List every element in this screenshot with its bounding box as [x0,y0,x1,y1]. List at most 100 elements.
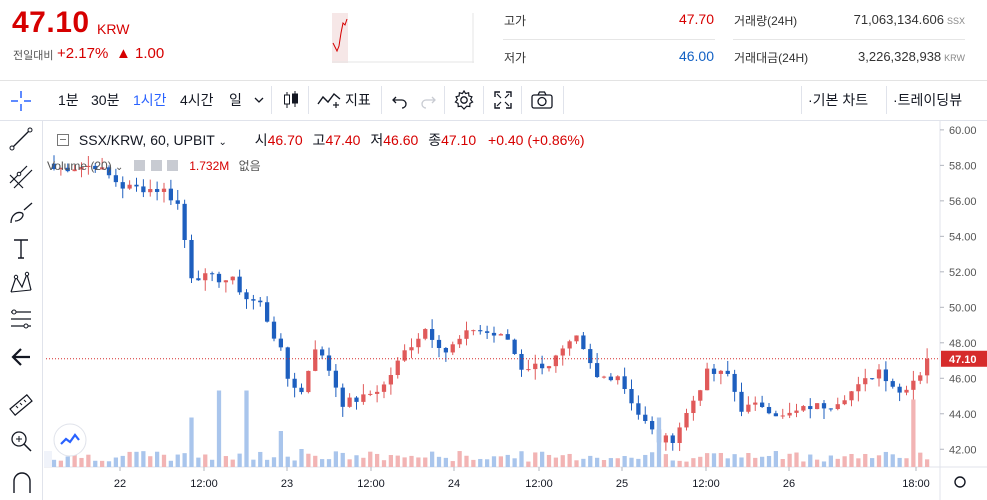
tradingview-logo[interactable] [53,423,87,457]
low-label: 저가 [504,51,527,65]
candle-body [436,339,442,348]
volume-bar [883,451,889,467]
undo-icon[interactable] [390,90,410,110]
high-value: 47.70 [678,11,714,27]
arrow-left-icon[interactable] [7,343,35,371]
ruler-icon[interactable] [7,391,35,419]
volume-bar [842,456,847,467]
zoom-icon[interactable] [7,427,35,455]
close-icon[interactable] [166,160,178,171]
pattern-icon[interactable] [7,269,35,297]
candle-body [223,280,229,283]
candle-body [670,435,675,443]
volume-bar [237,453,242,467]
interval-4h[interactable]: 4시간 [180,92,214,108]
candle-body [237,276,242,293]
candle-body [471,330,476,332]
candle-body [113,175,119,183]
candle-body [161,188,167,192]
volume-bar [691,458,696,467]
volume-bar [484,459,490,467]
candle-body [904,389,909,393]
price-chart[interactable]: 60.00 58.00 56.00 54.00 52.00 50.00 48.00 46.00… [44,121,987,500]
interval-30m[interactable]: 30분 [91,92,120,108]
candle-body [663,435,669,443]
volume-bar [794,452,799,467]
eye-icon[interactable] [134,160,146,171]
collapse-icon[interactable] [57,134,69,146]
candle-body [828,408,834,410]
volume-bar [553,457,559,467]
candle-body [368,393,373,395]
candle-body [533,363,538,370]
indicators-button[interactable]: 지표 [345,92,371,108]
candle-body [615,376,620,381]
chart-toolbar: 1분 30분 1시간 4시간 일 지표 ·기본 차트 [0,80,987,121]
tradingview-button[interactable]: ·트레이딩뷰 [893,92,963,108]
indicators-icon[interactable] [316,90,342,110]
trendline-icon[interactable] [7,125,35,153]
basic-chart-button[interactable]: ·기본 차트 [808,92,869,108]
settings-icon[interactable] [453,89,475,111]
candle-body [402,350,407,361]
candle-body [416,338,421,348]
axis-settings-icon[interactable] [954,476,966,488]
volume-bar [739,457,744,467]
volume-bar [154,451,160,467]
candle-body [374,391,380,394]
candle-body [306,370,311,393]
chevron-down-icon[interactable] [254,96,264,104]
volume-bar [223,456,229,467]
crosshair-icon[interactable] [9,89,33,113]
x-tick-label: 12:00 [525,478,553,490]
fullscreen-icon[interactable] [493,90,513,110]
volume-24h-value: 71,063,134.606 SSX [853,12,965,27]
y-tick-label: 52.00 [949,267,977,279]
redo-icon[interactable] [418,90,438,110]
candle-body [553,355,559,367]
candle-body [340,387,345,407]
volume-bar [546,454,552,467]
magnet-icon[interactable] [8,467,36,495]
volume-bar [429,451,435,467]
candle-body [395,360,400,376]
volume-bar [615,458,620,467]
candle-type-icon[interactable] [280,89,302,111]
x-tick-label: 12:00 [692,478,720,490]
low-value: 46.00 [678,48,714,64]
volume-bar [347,459,352,467]
x-tick-label: 26 [783,478,795,490]
volume-bar [374,453,380,467]
candle-body [581,335,586,350]
volume-bar [533,452,538,467]
volume-bar [340,452,345,467]
interval-1h[interactable]: 1시간 [133,92,167,108]
last-price-label: 47.10 [949,354,977,366]
fib-tool-icon[interactable] [7,163,35,191]
candle-body [698,390,703,401]
volume-bar [423,457,428,467]
candle-body [746,404,751,412]
gear-icon[interactable] [150,160,162,171]
text-tool-icon[interactable] [7,234,35,262]
symbol-label[interactable]: SSX/KRW, 60, UPBIT [78,132,215,148]
candle-body [643,414,648,421]
volume-bar [773,451,779,467]
measure-icon[interactable] [7,305,35,333]
volume-legend: Volume (20) ⌄ 1.732M 없음 [47,159,261,173]
camera-icon[interactable] [530,89,554,111]
volume-bar [753,457,758,467]
interval-day[interactable]: 일 [229,92,242,108]
candle-body [588,349,593,364]
candle-body [835,404,840,410]
candle-body [801,406,806,411]
volume-bar [354,455,359,467]
candle-body [86,165,91,168]
brush-icon[interactable] [7,199,35,227]
volume-bar [876,455,882,467]
candle-body [354,397,359,402]
volume-bar [505,454,510,467]
interval-1m[interactable]: 1분 [58,92,79,108]
candle-body [636,403,641,415]
candle-body [65,167,70,172]
